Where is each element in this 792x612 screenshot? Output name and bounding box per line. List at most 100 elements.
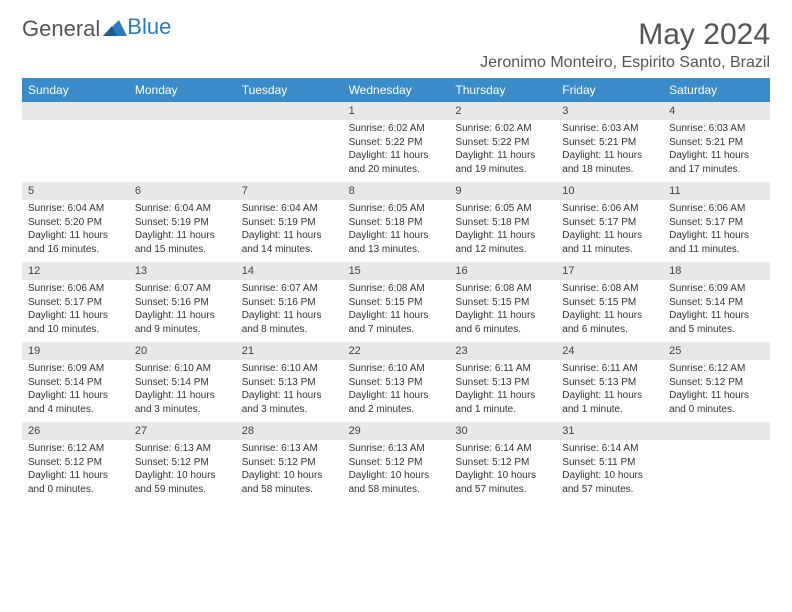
day-number: 2 [449, 102, 556, 120]
day-cell: 5Sunrise: 6:04 AM Sunset: 5:20 PM Daylig… [22, 182, 129, 262]
day-details: Sunrise: 6:07 AM Sunset: 5:16 PM Dayligh… [129, 280, 236, 342]
day-number: 11 [663, 182, 770, 200]
day-number: 10 [556, 182, 663, 200]
day-cell: 15Sunrise: 6:08 AM Sunset: 5:15 PM Dayli… [343, 262, 450, 342]
day-number: 30 [449, 422, 556, 440]
day-header: Sunday [22, 78, 129, 102]
day-number: 4 [663, 102, 770, 120]
day-number: 3 [556, 102, 663, 120]
day-details: Sunrise: 6:06 AM Sunset: 5:17 PM Dayligh… [556, 200, 663, 262]
day-cell: 2Sunrise: 6:02 AM Sunset: 5:22 PM Daylig… [449, 102, 556, 182]
day-cell: 22Sunrise: 6:10 AM Sunset: 5:13 PM Dayli… [343, 342, 450, 422]
day-details: Sunrise: 6:09 AM Sunset: 5:14 PM Dayligh… [22, 360, 129, 422]
day-details [236, 120, 343, 180]
day-number: 25 [663, 342, 770, 360]
day-cell: 12Sunrise: 6:06 AM Sunset: 5:17 PM Dayli… [22, 262, 129, 342]
day-header: Saturday [663, 78, 770, 102]
day-cell: 24Sunrise: 6:11 AM Sunset: 5:13 PM Dayli… [556, 342, 663, 422]
brand-triangle-icon [103, 18, 127, 40]
day-details: Sunrise: 6:06 AM Sunset: 5:17 PM Dayligh… [663, 200, 770, 262]
day-cell: 27Sunrise: 6:13 AM Sunset: 5:12 PM Dayli… [129, 422, 236, 502]
day-details: Sunrise: 6:13 AM Sunset: 5:12 PM Dayligh… [236, 440, 343, 502]
day-details: Sunrise: 6:10 AM Sunset: 5:14 PM Dayligh… [129, 360, 236, 422]
day-number: 15 [343, 262, 450, 280]
day-number: 22 [343, 342, 450, 360]
day-number: 18 [663, 262, 770, 280]
day-number: 31 [556, 422, 663, 440]
day-number: 26 [22, 422, 129, 440]
day-details: Sunrise: 6:12 AM Sunset: 5:12 PM Dayligh… [663, 360, 770, 422]
day-number [129, 102, 236, 120]
day-number: 24 [556, 342, 663, 360]
day-cell: 11Sunrise: 6:06 AM Sunset: 5:17 PM Dayli… [663, 182, 770, 262]
day-header: Wednesday [343, 78, 450, 102]
week-row: 1Sunrise: 6:02 AM Sunset: 5:22 PM Daylig… [22, 102, 770, 182]
day-details: Sunrise: 6:09 AM Sunset: 5:14 PM Dayligh… [663, 280, 770, 342]
week-row: 12Sunrise: 6:06 AM Sunset: 5:17 PM Dayli… [22, 262, 770, 342]
day-number: 17 [556, 262, 663, 280]
week-row: 5Sunrise: 6:04 AM Sunset: 5:20 PM Daylig… [22, 182, 770, 262]
day-details [22, 120, 129, 180]
day-cell: 23Sunrise: 6:11 AM Sunset: 5:13 PM Dayli… [449, 342, 556, 422]
day-number: 14 [236, 262, 343, 280]
week-row: 19Sunrise: 6:09 AM Sunset: 5:14 PM Dayli… [22, 342, 770, 422]
day-details: Sunrise: 6:08 AM Sunset: 5:15 PM Dayligh… [449, 280, 556, 342]
day-details: Sunrise: 6:13 AM Sunset: 5:12 PM Dayligh… [343, 440, 450, 502]
header: General Blue May 2024 Jeronimo Monteiro,… [22, 18, 770, 72]
day-details: Sunrise: 6:11 AM Sunset: 5:13 PM Dayligh… [556, 360, 663, 422]
day-header: Thursday [449, 78, 556, 102]
month-title: May 2024 [480, 18, 770, 52]
location-text: Jeronimo Monteiro, Espirito Santo, Brazi… [480, 54, 770, 72]
day-details: Sunrise: 6:10 AM Sunset: 5:13 PM Dayligh… [236, 360, 343, 422]
day-details: Sunrise: 6:03 AM Sunset: 5:21 PM Dayligh… [663, 120, 770, 182]
day-cell: 6Sunrise: 6:04 AM Sunset: 5:19 PM Daylig… [129, 182, 236, 262]
day-number: 23 [449, 342, 556, 360]
day-headers-row: Sunday Monday Tuesday Wednesday Thursday… [22, 78, 770, 102]
day-number [236, 102, 343, 120]
day-cell: 3Sunrise: 6:03 AM Sunset: 5:21 PM Daylig… [556, 102, 663, 182]
day-cell: 25Sunrise: 6:12 AM Sunset: 5:12 PM Dayli… [663, 342, 770, 422]
day-cell: 10Sunrise: 6:06 AM Sunset: 5:17 PM Dayli… [556, 182, 663, 262]
day-cell: 21Sunrise: 6:10 AM Sunset: 5:13 PM Dayli… [236, 342, 343, 422]
brand-part1: General [22, 18, 100, 40]
day-number: 13 [129, 262, 236, 280]
day-number: 19 [22, 342, 129, 360]
day-details: Sunrise: 6:06 AM Sunset: 5:17 PM Dayligh… [22, 280, 129, 342]
day-number [22, 102, 129, 120]
day-details: Sunrise: 6:04 AM Sunset: 5:19 PM Dayligh… [236, 200, 343, 262]
day-details: Sunrise: 6:14 AM Sunset: 5:11 PM Dayligh… [556, 440, 663, 502]
day-number: 7 [236, 182, 343, 200]
day-cell: 30Sunrise: 6:14 AM Sunset: 5:12 PM Dayli… [449, 422, 556, 502]
day-cell: 1Sunrise: 6:02 AM Sunset: 5:22 PM Daylig… [343, 102, 450, 182]
day-header: Monday [129, 78, 236, 102]
weeks-container: 1Sunrise: 6:02 AM Sunset: 5:22 PM Daylig… [22, 102, 770, 502]
day-number: 29 [343, 422, 450, 440]
day-details: Sunrise: 6:05 AM Sunset: 5:18 PM Dayligh… [449, 200, 556, 262]
day-details: Sunrise: 6:11 AM Sunset: 5:13 PM Dayligh… [449, 360, 556, 422]
day-details: Sunrise: 6:10 AM Sunset: 5:13 PM Dayligh… [343, 360, 450, 422]
day-number: 6 [129, 182, 236, 200]
day-details: Sunrise: 6:12 AM Sunset: 5:12 PM Dayligh… [22, 440, 129, 502]
title-block: May 2024 Jeronimo Monteiro, Espirito San… [480, 18, 770, 72]
day-cell [663, 422, 770, 502]
day-cell: 18Sunrise: 6:09 AM Sunset: 5:14 PM Dayli… [663, 262, 770, 342]
day-cell: 7Sunrise: 6:04 AM Sunset: 5:19 PM Daylig… [236, 182, 343, 262]
day-cell: 9Sunrise: 6:05 AM Sunset: 5:18 PM Daylig… [449, 182, 556, 262]
day-number: 5 [22, 182, 129, 200]
day-details: Sunrise: 6:14 AM Sunset: 5:12 PM Dayligh… [449, 440, 556, 502]
day-cell: 26Sunrise: 6:12 AM Sunset: 5:12 PM Dayli… [22, 422, 129, 502]
day-number: 12 [22, 262, 129, 280]
day-number [663, 422, 770, 440]
week-row: 26Sunrise: 6:12 AM Sunset: 5:12 PM Dayli… [22, 422, 770, 502]
day-cell [22, 102, 129, 182]
brand-part2: Blue [127, 16, 171, 38]
day-number: 9 [449, 182, 556, 200]
day-cell: 20Sunrise: 6:10 AM Sunset: 5:14 PM Dayli… [129, 342, 236, 422]
day-details: Sunrise: 6:13 AM Sunset: 5:12 PM Dayligh… [129, 440, 236, 502]
day-details [129, 120, 236, 180]
day-number: 21 [236, 342, 343, 360]
day-details: Sunrise: 6:04 AM Sunset: 5:19 PM Dayligh… [129, 200, 236, 262]
day-cell: 4Sunrise: 6:03 AM Sunset: 5:21 PM Daylig… [663, 102, 770, 182]
day-cell: 31Sunrise: 6:14 AM Sunset: 5:11 PM Dayli… [556, 422, 663, 502]
day-cell: 19Sunrise: 6:09 AM Sunset: 5:14 PM Dayli… [22, 342, 129, 422]
